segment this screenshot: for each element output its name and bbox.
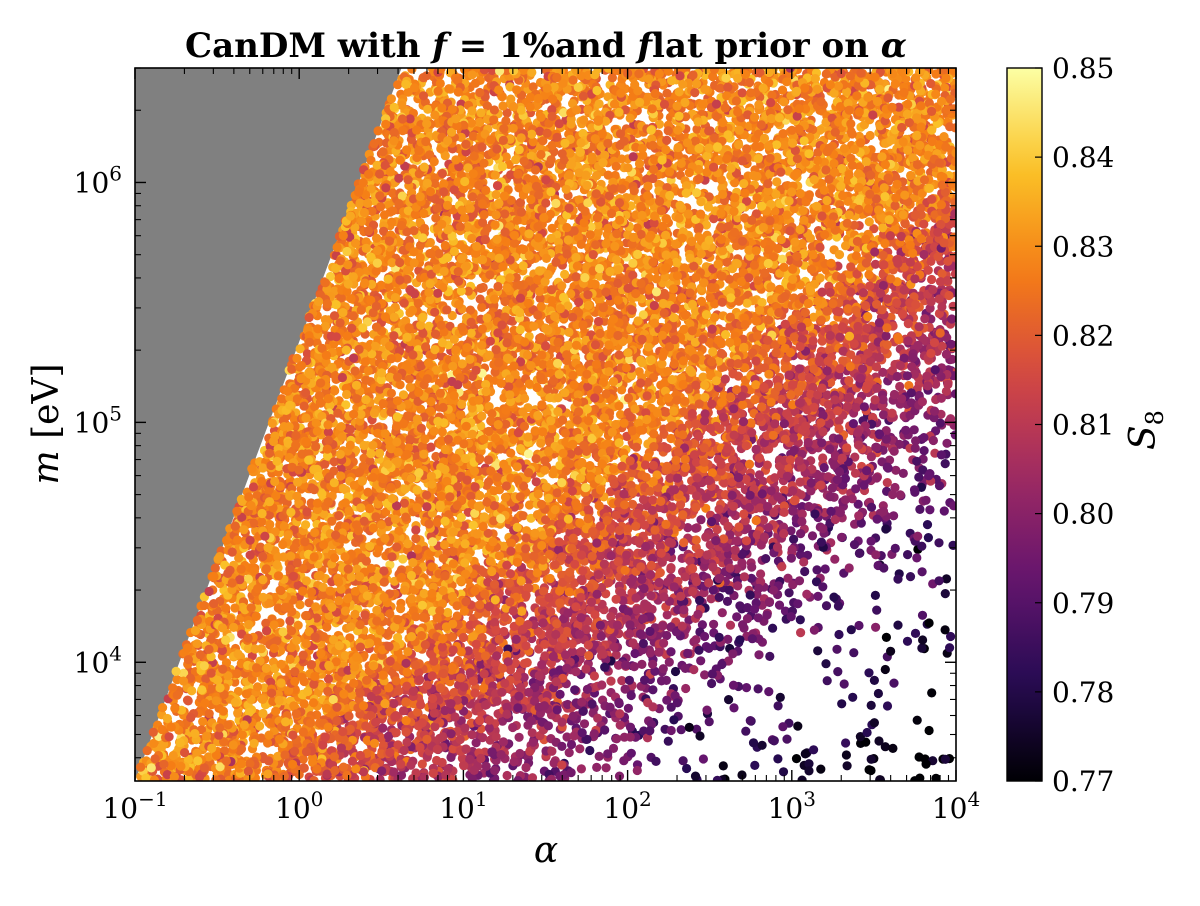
scatter-point bbox=[922, 520, 933, 530]
scatter-point bbox=[927, 688, 937, 698]
scatter-point bbox=[786, 553, 797, 563]
scatter-point bbox=[396, 604, 406, 614]
scatter-points bbox=[136, 68, 956, 781]
scatter-point bbox=[702, 705, 712, 715]
plot-area bbox=[135, 68, 956, 781]
scatter-point bbox=[676, 725, 686, 735]
scatter-point bbox=[735, 635, 745, 645]
scatter-point bbox=[927, 274, 937, 285]
scatter-point bbox=[949, 68, 956, 75]
scatter-point bbox=[198, 717, 208, 727]
scatter-point bbox=[800, 749, 810, 759]
scatter-point bbox=[869, 718, 880, 728]
chart-title: CanDM with f = 1%and flat prior on α bbox=[185, 26, 907, 66]
scatter-point bbox=[765, 651, 775, 662]
scatter-point bbox=[608, 743, 619, 754]
scatter-point bbox=[830, 554, 840, 564]
scatter-point bbox=[625, 722, 636, 732]
scatter-point bbox=[669, 715, 679, 725]
scatter-point bbox=[864, 668, 874, 678]
scatter-point bbox=[460, 244, 470, 254]
scatter-point bbox=[872, 605, 882, 615]
scatter-point bbox=[446, 752, 456, 763]
scatter-point bbox=[870, 259, 881, 269]
scatter-point bbox=[769, 736, 779, 746]
scatter-point bbox=[575, 744, 585, 754]
scatter-point bbox=[515, 748, 525, 759]
scatter-point bbox=[813, 646, 823, 656]
scatter-point bbox=[866, 700, 876, 711]
scatter-point bbox=[696, 515, 706, 525]
scatter-point bbox=[880, 742, 890, 752]
scatter-point bbox=[502, 108, 512, 118]
scatter-point bbox=[874, 736, 884, 746]
scatter-point bbox=[773, 754, 783, 764]
scatter-point bbox=[614, 771, 625, 781]
scatter-point bbox=[233, 686, 243, 697]
scatter-point bbox=[795, 615, 805, 625]
scatter-point bbox=[592, 762, 602, 773]
scatter-point bbox=[850, 468, 861, 478]
scatter-point bbox=[923, 533, 934, 543]
scatter-point bbox=[882, 478, 892, 488]
scatter-point bbox=[812, 565, 822, 575]
scatter-point bbox=[948, 301, 956, 311]
scatter-point bbox=[477, 302, 487, 312]
scatter-point bbox=[820, 564, 830, 574]
scatter-point bbox=[289, 701, 299, 711]
scatter-point bbox=[330, 386, 340, 396]
scatter-point bbox=[601, 763, 611, 773]
scatter-point bbox=[893, 574, 903, 584]
scatter-point bbox=[725, 620, 736, 630]
scatter-point bbox=[732, 612, 742, 622]
scatter-point bbox=[942, 438, 952, 448]
scatter-point bbox=[888, 743, 898, 754]
scatter-point bbox=[729, 703, 739, 713]
scatter-point bbox=[797, 775, 807, 781]
scatter-point bbox=[889, 678, 899, 688]
scatter-point bbox=[778, 767, 789, 777]
scatter-point bbox=[579, 719, 590, 729]
